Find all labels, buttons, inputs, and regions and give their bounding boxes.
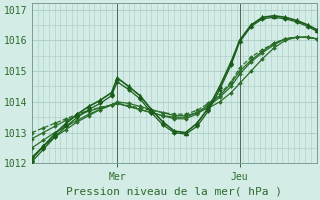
X-axis label: Pression niveau de la mer( hPa ): Pression niveau de la mer( hPa ) — [66, 187, 282, 197]
